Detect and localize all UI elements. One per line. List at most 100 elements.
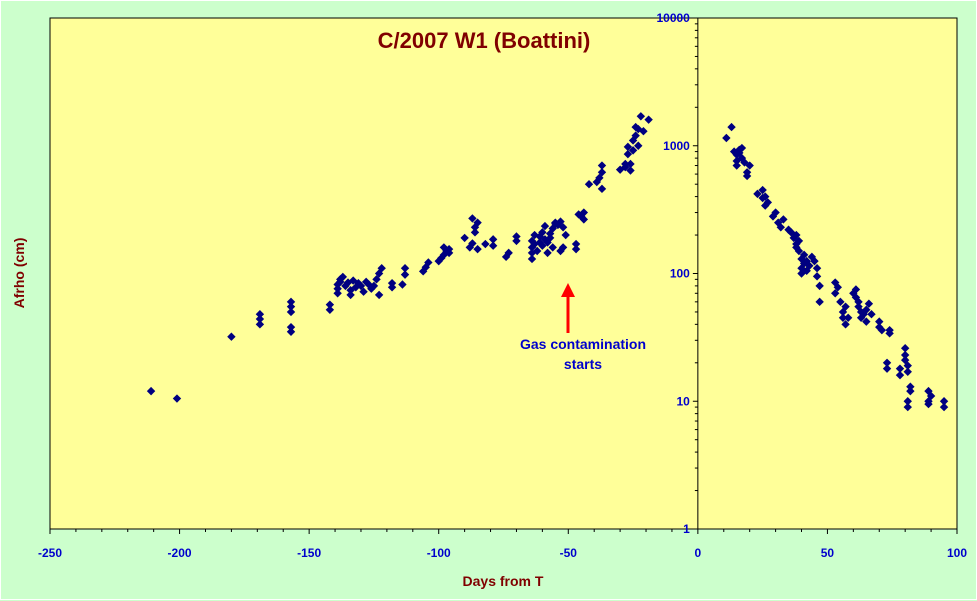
data-point <box>561 230 570 240</box>
data-point <box>939 402 949 412</box>
data-point <box>286 297 296 307</box>
data-point <box>634 141 643 150</box>
data-point <box>333 289 342 298</box>
data-point <box>227 332 236 341</box>
data-point <box>906 386 915 396</box>
y-tick-label: 1 <box>683 522 690 536</box>
data-point <box>812 264 822 273</box>
data-point <box>255 320 265 329</box>
x-axis-title: Days from T <box>463 573 544 589</box>
data-point <box>548 243 557 252</box>
data-point <box>854 297 863 307</box>
data-point <box>895 370 905 380</box>
data-point <box>864 299 874 308</box>
data-point <box>553 220 563 230</box>
data-point <box>146 386 156 396</box>
x-tick-label: 50 <box>821 546 835 560</box>
data-point <box>924 386 933 396</box>
data-point <box>644 115 653 124</box>
data-point <box>356 281 366 291</box>
data-point <box>543 238 552 247</box>
data-point <box>558 223 568 232</box>
data-point <box>548 224 557 233</box>
data-point <box>903 367 912 377</box>
data-point <box>545 233 555 243</box>
data-point <box>473 218 482 227</box>
data-point <box>538 228 547 237</box>
data-point <box>615 165 625 174</box>
data-markers <box>146 112 949 412</box>
data-point <box>841 302 850 311</box>
data-point <box>885 329 894 338</box>
data-point <box>761 192 770 201</box>
data-point <box>333 284 342 293</box>
data-point <box>862 305 871 314</box>
data-point <box>727 122 736 132</box>
data-point <box>805 261 814 270</box>
data-point <box>512 236 521 246</box>
data-point <box>794 236 804 246</box>
x-tick-label: -250 <box>38 546 62 560</box>
data-point <box>639 126 648 136</box>
data-point <box>628 146 638 155</box>
data-point <box>836 297 845 307</box>
data-point <box>732 150 741 159</box>
x-tick-label: 100 <box>947 546 967 560</box>
x-tick-label: -100 <box>427 546 451 560</box>
y-tick-label: 100 <box>670 267 690 281</box>
y-axis: 1 10 100 1000 10000 <box>656 11 699 536</box>
data-point <box>470 228 480 237</box>
data-point <box>851 285 861 294</box>
y-tick-label: 10 <box>676 394 690 408</box>
data-point <box>732 156 741 166</box>
data-point <box>939 397 949 406</box>
data-point <box>849 289 858 298</box>
data-point <box>794 246 804 256</box>
data-point <box>862 317 871 326</box>
data-point <box>597 168 607 177</box>
data-point <box>255 310 265 319</box>
data-point <box>473 244 482 254</box>
data-point <box>400 270 410 279</box>
data-point <box>377 264 386 273</box>
data-point <box>571 244 581 254</box>
y-tick-label: 1000 <box>663 139 690 153</box>
data-point <box>488 241 498 250</box>
y-tick-label: 10000 <box>656 11 690 25</box>
data-point <box>172 394 182 403</box>
data-point <box>895 364 905 373</box>
data-point <box>577 212 586 221</box>
data-point <box>538 241 547 250</box>
data-point <box>468 214 477 223</box>
data-point <box>592 177 601 187</box>
data-point <box>882 358 892 367</box>
data-point <box>574 210 583 219</box>
data-point <box>398 280 407 289</box>
data-point <box>621 162 630 172</box>
data-point <box>556 217 565 226</box>
data-point <box>374 290 384 300</box>
data-point <box>856 313 866 323</box>
data-point <box>799 250 809 260</box>
data-point <box>838 313 848 323</box>
data-point <box>488 235 498 244</box>
annotation-line-1: Gas contamination <box>520 336 646 352</box>
x-tick-label: -150 <box>297 546 321 560</box>
data-point <box>859 310 868 319</box>
data-point <box>815 297 824 307</box>
data-point <box>924 399 933 409</box>
data-point <box>338 272 348 282</box>
data-point <box>623 149 633 159</box>
data-point <box>833 283 842 292</box>
data-point <box>792 230 801 240</box>
data-point <box>854 302 863 311</box>
data-point <box>325 300 335 309</box>
plot-area <box>49 17 958 530</box>
data-point <box>372 275 381 284</box>
data-point <box>579 208 589 217</box>
data-point <box>571 239 581 249</box>
data-point <box>424 258 433 267</box>
y-axis-title: Afrho (cm) <box>11 238 27 309</box>
data-point <box>900 350 910 360</box>
